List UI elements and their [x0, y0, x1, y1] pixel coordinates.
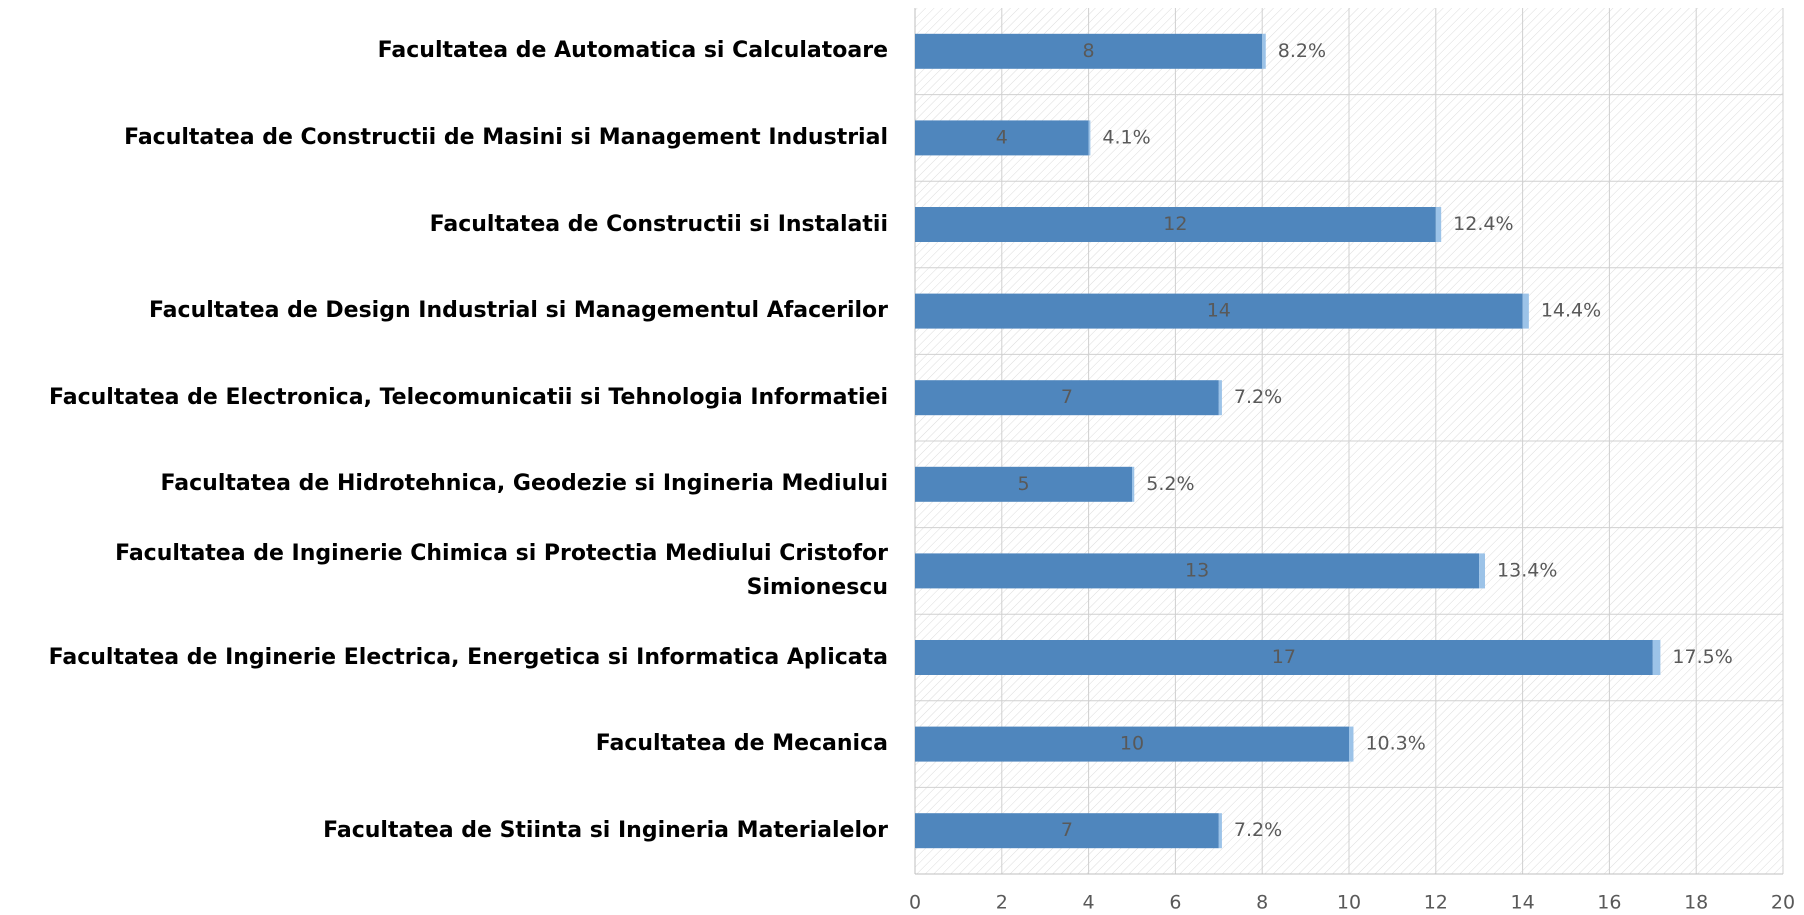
bar — [1652, 640, 1661, 675]
category-label: Facultatea de Electronica, Telecomunicat… — [49, 384, 888, 410]
value-label: 4 — [996, 126, 1008, 148]
x-tick-label: 4 — [1083, 892, 1095, 914]
value-label: 17 — [1272, 646, 1296, 668]
bar — [915, 553, 1480, 589]
x-tick-label: 10 — [1337, 892, 1361, 914]
value-label: 12 — [1163, 213, 1187, 235]
x-tick-label: 2 — [996, 892, 1008, 914]
bar — [1522, 293, 1529, 329]
value-label: 12.4% — [1453, 213, 1513, 235]
value-label: 10.3% — [1365, 733, 1425, 755]
value-label: 10 — [1120, 733, 1144, 755]
category-label: Facultatea de Constructii de Masini si M… — [124, 124, 888, 150]
bar — [1088, 120, 1091, 156]
category-label: Facultatea de Automatica si Calculatoare — [377, 38, 888, 64]
category-label: Facultatea de Inginerie Electrica, Energ… — [48, 644, 888, 670]
bar — [915, 466, 1132, 502]
x-tick-label: 16 — [1597, 892, 1621, 914]
x-tick-label: 20 — [1771, 892, 1795, 914]
x-tick-label: 0 — [909, 892, 921, 914]
bar — [915, 293, 1523, 329]
x-tick-label: 14 — [1511, 892, 1535, 914]
value-label: 8 — [1083, 40, 1095, 62]
category-label: Facultatea de Stiinta si Ingineria Mater… — [323, 817, 888, 843]
bar — [1349, 726, 1354, 762]
value-label: 7.2% — [1234, 819, 1282, 841]
value-label: 13 — [1185, 559, 1209, 581]
bar — [915, 207, 1436, 242]
x-tick-label: 6 — [1169, 892, 1181, 914]
value-label: 5 — [1017, 473, 1029, 495]
value-label: 4.1% — [1102, 126, 1150, 148]
x-tick-label: 18 — [1684, 892, 1708, 914]
value-label: 5.2% — [1146, 473, 1194, 495]
category-label: Facultatea de Inginerie Chimica si Prote… — [115, 540, 888, 600]
x-tick-label: 8 — [1256, 892, 1268, 914]
bar — [1132, 466, 1135, 502]
bar — [915, 33, 1263, 69]
bar — [915, 120, 1089, 156]
bar — [915, 726, 1349, 762]
value-label: 17.5% — [1672, 646, 1732, 668]
category-label: Facultatea de Constructii si Instalatii — [429, 211, 888, 237]
value-label: 7 — [1061, 819, 1073, 841]
category-label: Facultatea de Hidrotehnica, Geodezie si … — [160, 471, 888, 497]
bar — [915, 380, 1219, 416]
bar — [1218, 380, 1222, 416]
value-label: 14 — [1207, 300, 1231, 322]
bar — [1218, 813, 1222, 849]
category-label: Facultatea de Design Industrial si Manag… — [148, 298, 888, 324]
x-tick-label: 12 — [1424, 892, 1448, 914]
bar — [915, 640, 1653, 675]
bar — [915, 813, 1219, 849]
value-label: 13.4% — [1497, 559, 1557, 581]
category-label: Facultatea de Mecanica — [595, 731, 888, 757]
bar — [1479, 553, 1486, 589]
bar — [1435, 207, 1442, 242]
value-label: 7 — [1061, 386, 1073, 408]
value-label: 14.4% — [1541, 300, 1601, 322]
value-label: 7.2% — [1234, 386, 1282, 408]
value-label: 8.2% — [1278, 40, 1326, 62]
bar — [1262, 33, 1266, 69]
